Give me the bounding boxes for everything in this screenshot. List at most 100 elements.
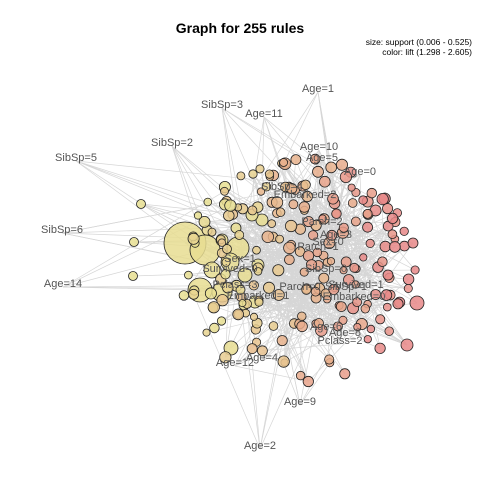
rule-node xyxy=(272,289,285,301)
rule-node xyxy=(318,175,331,188)
rule-node xyxy=(297,311,307,322)
item-label: Sex=1 xyxy=(224,253,256,265)
edge xyxy=(193,294,261,450)
edge xyxy=(75,160,290,249)
rule-node xyxy=(203,197,213,207)
rule-node xyxy=(347,183,356,192)
item-label: Age=12 xyxy=(216,357,254,369)
item-label: Age=1 xyxy=(302,83,334,95)
edge xyxy=(251,214,346,278)
rule-node xyxy=(277,355,290,368)
rule-node xyxy=(379,240,392,253)
rule-node xyxy=(353,322,362,331)
rule-node xyxy=(236,171,246,181)
rule-node xyxy=(255,164,265,174)
rule-node xyxy=(270,196,284,209)
edge xyxy=(62,190,225,288)
rule-node xyxy=(216,294,229,307)
rule-node xyxy=(310,286,321,297)
rule-node xyxy=(299,267,309,277)
rule-node xyxy=(193,211,203,220)
rule-node xyxy=(359,253,368,262)
rule-node xyxy=(318,272,330,284)
rule-node xyxy=(331,208,342,219)
item-label: Age=5 xyxy=(306,152,338,164)
rule-node xyxy=(264,169,275,179)
edge xyxy=(299,181,326,303)
rule-node xyxy=(302,375,314,388)
rule-node xyxy=(313,318,324,329)
rule-node xyxy=(376,193,389,206)
item-label: Embarked=2 xyxy=(274,189,337,201)
rule-node xyxy=(249,312,258,321)
rule-node xyxy=(335,158,348,171)
rule-node xyxy=(203,261,221,279)
edge xyxy=(238,234,316,327)
item-label: SibSp=0 xyxy=(305,263,347,275)
item-label: Survived=0 xyxy=(202,263,257,275)
rule-node xyxy=(332,321,343,332)
rule-node xyxy=(288,199,299,210)
rule-node xyxy=(410,265,420,275)
rule-node xyxy=(340,256,352,268)
legend-color: color: lift (1.298 - 2.605) xyxy=(382,47,472,57)
edge xyxy=(299,362,331,406)
edge xyxy=(299,323,316,406)
edge xyxy=(270,246,386,291)
rule-node xyxy=(305,259,317,271)
item-label: Age=3 xyxy=(320,229,352,241)
rule-node xyxy=(290,154,302,166)
edge xyxy=(229,261,305,294)
rule-node xyxy=(254,297,264,307)
rule-node xyxy=(235,284,246,295)
rule-node xyxy=(284,219,298,233)
rule-node xyxy=(351,280,360,289)
rule-node xyxy=(407,237,419,249)
rule-node xyxy=(377,256,388,267)
edge xyxy=(280,269,387,296)
rule-node xyxy=(136,199,146,209)
rule-node xyxy=(217,238,227,247)
legend-size: size: support (0.006 - 0.525) xyxy=(365,37,472,47)
edge xyxy=(323,290,408,346)
rule-node xyxy=(382,203,394,215)
edge xyxy=(246,296,365,305)
item-label: Sex=0 xyxy=(312,236,344,248)
rule-node xyxy=(232,308,245,321)
rule-node xyxy=(358,195,368,205)
rule-node xyxy=(360,304,371,314)
rule-node xyxy=(382,302,392,312)
rule-node xyxy=(204,287,217,300)
edge xyxy=(284,164,343,253)
rule-node xyxy=(202,328,211,337)
rule-node xyxy=(339,170,352,183)
rule-node xyxy=(347,198,358,208)
rule-node xyxy=(207,301,220,314)
rule-node xyxy=(220,186,229,196)
rule-node xyxy=(256,345,268,357)
item-label: SibSp=3 xyxy=(201,99,243,111)
rule-node xyxy=(261,181,272,192)
rule-node xyxy=(272,264,285,277)
rule-node xyxy=(365,238,375,248)
rule-node xyxy=(248,280,259,291)
rule-node xyxy=(178,290,190,301)
edge xyxy=(240,220,321,291)
rule-node xyxy=(400,338,414,352)
rule-node xyxy=(222,244,232,254)
rule-node xyxy=(328,283,340,295)
edge xyxy=(302,185,376,264)
rule-node xyxy=(283,241,296,255)
edge xyxy=(237,207,278,268)
rule-node xyxy=(301,284,312,295)
rule-node xyxy=(403,283,413,293)
rule-node xyxy=(261,230,275,244)
rule-node xyxy=(322,295,332,304)
rule-node xyxy=(349,262,360,273)
rule-node xyxy=(207,227,217,237)
rule-node xyxy=(256,187,266,196)
item-label: Age=11 xyxy=(245,108,282,120)
rule-node xyxy=(300,179,311,191)
edge xyxy=(258,301,301,406)
edge xyxy=(323,248,418,304)
